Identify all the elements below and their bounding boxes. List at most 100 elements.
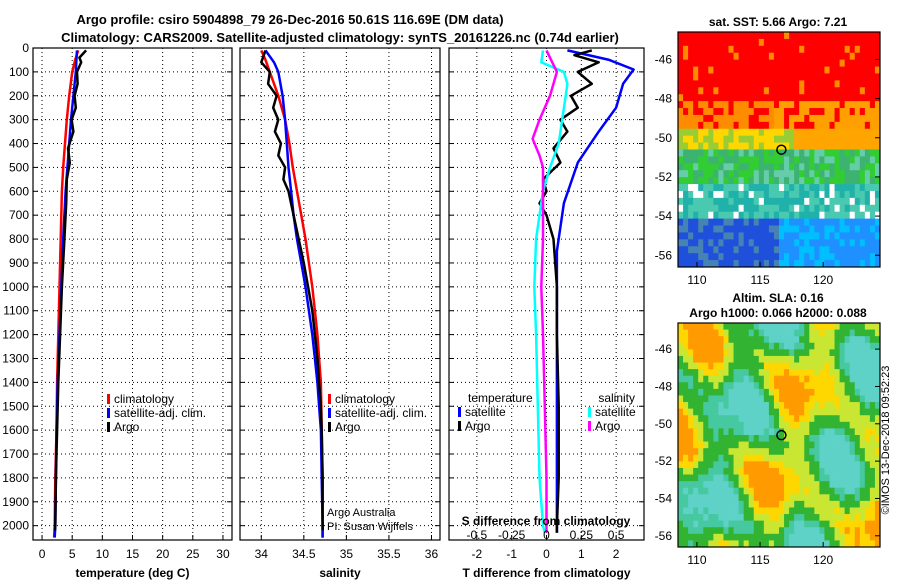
map-cell — [678, 435, 684, 442]
map-cell — [678, 80, 684, 88]
map-y-tick-label: -48 — [655, 379, 673, 393]
map-cell — [799, 197, 805, 206]
map-cell — [733, 421, 739, 429]
series-temperature-argo — [538, 49, 600, 533]
map-cell — [854, 448, 861, 456]
map-cell — [819, 170, 825, 178]
map-cell — [804, 448, 810, 456]
map-cell — [693, 59, 699, 67]
map-cell — [738, 149, 745, 157]
map-cell — [738, 336, 745, 344]
map-cell — [869, 177, 876, 185]
map-cell — [869, 349, 876, 357]
map-cell — [713, 388, 719, 396]
map-cell — [794, 342, 800, 350]
map-cell — [708, 507, 714, 515]
map-cell — [763, 408, 770, 416]
map-cell — [864, 415, 871, 423]
map-cell — [784, 395, 790, 403]
map-cell — [693, 253, 699, 261]
map-cell — [768, 246, 775, 254]
map-cell — [753, 448, 760, 456]
map-cell — [768, 204, 775, 213]
map-cell — [834, 342, 840, 350]
map-cell — [688, 421, 694, 429]
map-cell — [864, 59, 871, 67]
map-cell — [748, 66, 755, 74]
map-cell — [869, 355, 876, 363]
map-cell — [698, 362, 704, 370]
map-cell — [874, 260, 881, 268]
map-cell — [773, 494, 780, 502]
map-cell — [859, 225, 866, 233]
map-cell — [824, 533, 830, 541]
map-cell — [824, 59, 830, 67]
map-cell — [799, 520, 805, 528]
map-cell — [804, 382, 810, 390]
map-cell — [753, 142, 760, 150]
map-cell — [678, 232, 684, 240]
map-cell — [784, 204, 790, 213]
legend-swatch — [328, 408, 331, 418]
map-cell — [738, 163, 745, 171]
map-cell — [723, 369, 729, 377]
map-cell — [824, 362, 830, 370]
map-cell — [849, 349, 856, 357]
map-cell — [763, 114, 770, 123]
map-cell — [859, 45, 866, 54]
map-cell — [799, 428, 805, 436]
map-cell — [728, 421, 734, 429]
map-cell — [698, 66, 704, 74]
map-cell — [763, 520, 770, 528]
map-cell — [819, 435, 825, 442]
map-cell — [683, 369, 689, 377]
map-cell — [713, 421, 719, 429]
map-cell — [688, 329, 694, 337]
map-cell — [869, 481, 876, 489]
map-cell — [864, 190, 871, 199]
map-cell — [869, 32, 876, 40]
map-cell — [834, 163, 840, 171]
map-cell — [789, 527, 795, 535]
series-salinity-argo — [531, 49, 559, 533]
map-cell — [804, 32, 810, 40]
map-cell — [854, 454, 861, 462]
map-cell — [824, 421, 830, 429]
map-cell — [768, 461, 775, 469]
map-cell — [849, 156, 856, 164]
map-cell — [794, 441, 800, 449]
map-cell — [698, 246, 704, 254]
map-cell — [748, 59, 755, 67]
map-cell — [693, 163, 699, 171]
map-cell — [789, 382, 795, 390]
map-cell — [799, 441, 805, 449]
map-cell — [693, 211, 699, 220]
map-cell — [874, 128, 881, 137]
map-cell — [698, 232, 704, 240]
map-cell — [683, 441, 689, 449]
map-cell — [688, 149, 694, 157]
map-cell — [768, 402, 775, 410]
map-cell — [748, 454, 755, 462]
map-cell — [819, 408, 825, 416]
map-cell — [728, 448, 734, 456]
map-cell — [859, 121, 866, 130]
map-cell — [849, 415, 856, 423]
map-cell — [743, 170, 750, 178]
map-cell — [763, 59, 770, 67]
map-cell — [869, 163, 876, 171]
map-cell — [839, 362, 846, 370]
map-cell — [723, 487, 729, 495]
map-cell — [763, 474, 770, 482]
map-cell — [839, 38, 846, 47]
map-cell — [779, 349, 785, 357]
map-cell — [824, 211, 830, 220]
map-cell — [743, 156, 750, 164]
map-cell — [824, 527, 830, 535]
map-cell — [844, 135, 851, 143]
map-cell — [814, 514, 820, 522]
map-cell — [864, 441, 871, 449]
map-cell — [678, 323, 684, 330]
map-cell — [874, 232, 881, 240]
map-cell — [708, 101, 714, 109]
